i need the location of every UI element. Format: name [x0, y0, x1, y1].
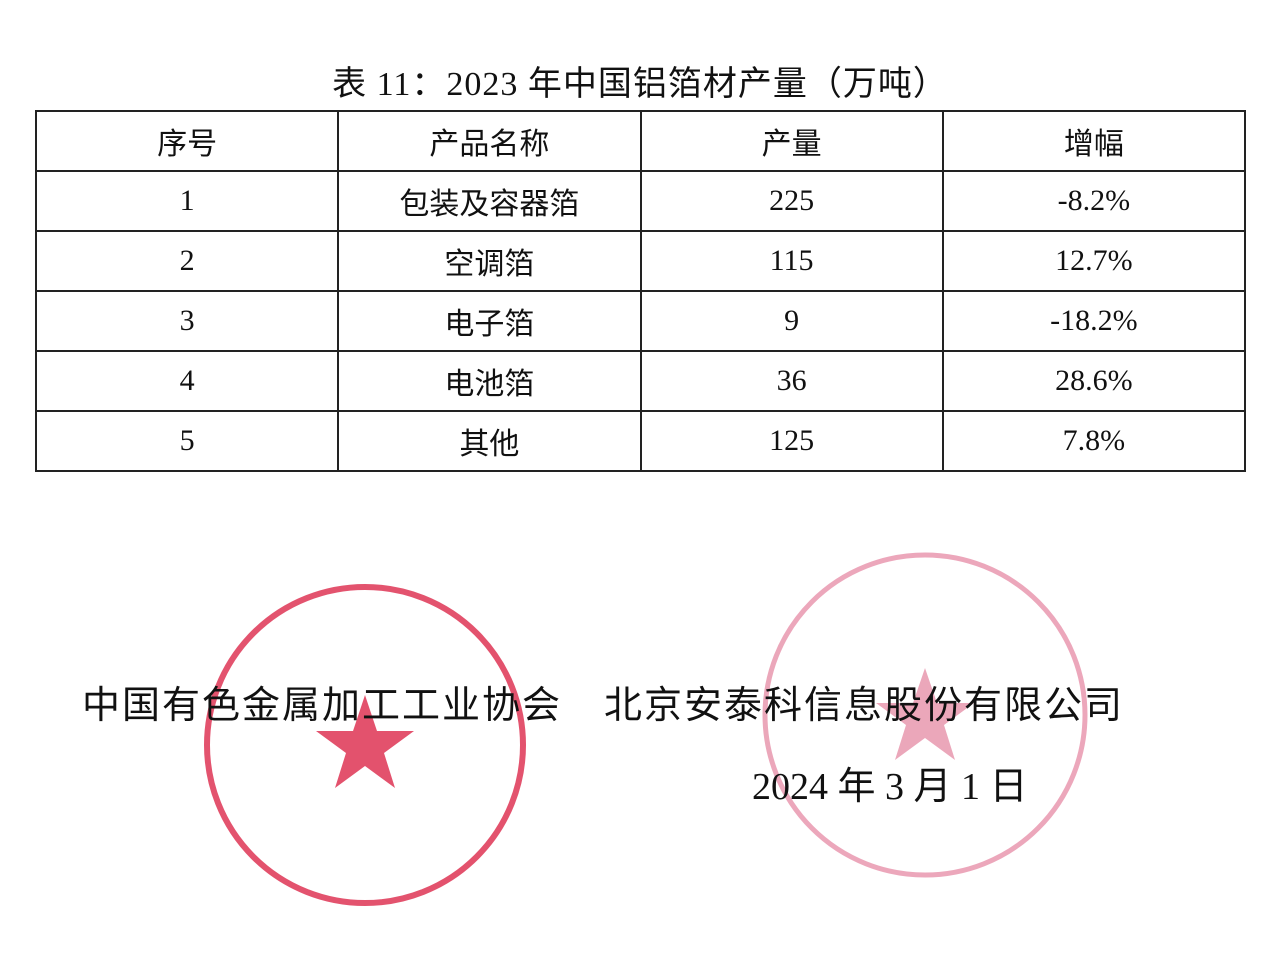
- stamp-left: [204, 584, 526, 906]
- star-icon: [316, 695, 414, 788]
- cell-index: 4: [34, 350, 340, 412]
- aluminum-foil-production-table: 序号 产品名称 产量 增幅 1 包装及容器箔 225 -8.2% 2 空调箔 115 12.…: [34, 110, 1247, 472]
- cell-growth: 12.7%: [941, 230, 1247, 292]
- header-growth: 增幅: [941, 110, 1247, 172]
- cell-product: 电子箔: [337, 290, 642, 352]
- org-name-antaike: 北京安泰科信息股份有限公司: [604, 685, 1125, 727]
- header-index: 序号: [34, 110, 340, 172]
- cell-output: 9: [639, 290, 944, 352]
- cell-product: 电池箔: [337, 350, 642, 412]
- star-icon: [876, 668, 974, 760]
- stamp-right: [762, 552, 1088, 878]
- cell-growth: 28.6%: [941, 350, 1247, 412]
- cell-index: 5: [34, 410, 340, 472]
- cell-index: 3: [34, 290, 340, 352]
- signature-date: 2024 年 3 月 1 日: [752, 766, 1028, 808]
- table-row: 5 其他 125 7.8%: [34, 410, 1247, 472]
- cell-growth: -8.2%: [941, 170, 1247, 232]
- table-header-row: 序号 产品名称 产量 增幅: [34, 110, 1247, 172]
- table-row: 1 包装及容器箔 225 -8.2%: [34, 170, 1247, 232]
- signature-line: 中国有色金属加工工业协会 北京安泰科信息股份有限公司: [82, 674, 1124, 729]
- header-product-name: 产品名称: [337, 110, 642, 172]
- cell-product: 其他: [337, 410, 642, 472]
- cell-output: 225: [639, 170, 944, 232]
- org-name-association: 中国有色金属加工工业协会: [82, 685, 563, 727]
- cell-output: 115: [639, 230, 944, 292]
- cell-output: 36: [639, 350, 944, 412]
- cell-growth: 7.8%: [941, 410, 1247, 472]
- cell-index: 1: [34, 170, 340, 232]
- cell-index: 2: [34, 230, 340, 292]
- cell-product: 空调箔: [337, 230, 642, 292]
- table-row: 3 电子箔 9 -18.2%: [34, 290, 1247, 352]
- cell-growth: -18.2%: [941, 290, 1247, 352]
- header-output: 产量: [639, 110, 944, 172]
- table-title: 表 11：2023 年中国铝箔材产量（万吨）: [332, 66, 948, 103]
- table-row: 4 电池箔 36 28.6%: [34, 350, 1247, 412]
- cell-output: 125: [639, 410, 944, 472]
- cell-product: 包装及容器箔: [337, 170, 642, 232]
- table-row: 2 空调箔 115 12.7%: [34, 230, 1247, 292]
